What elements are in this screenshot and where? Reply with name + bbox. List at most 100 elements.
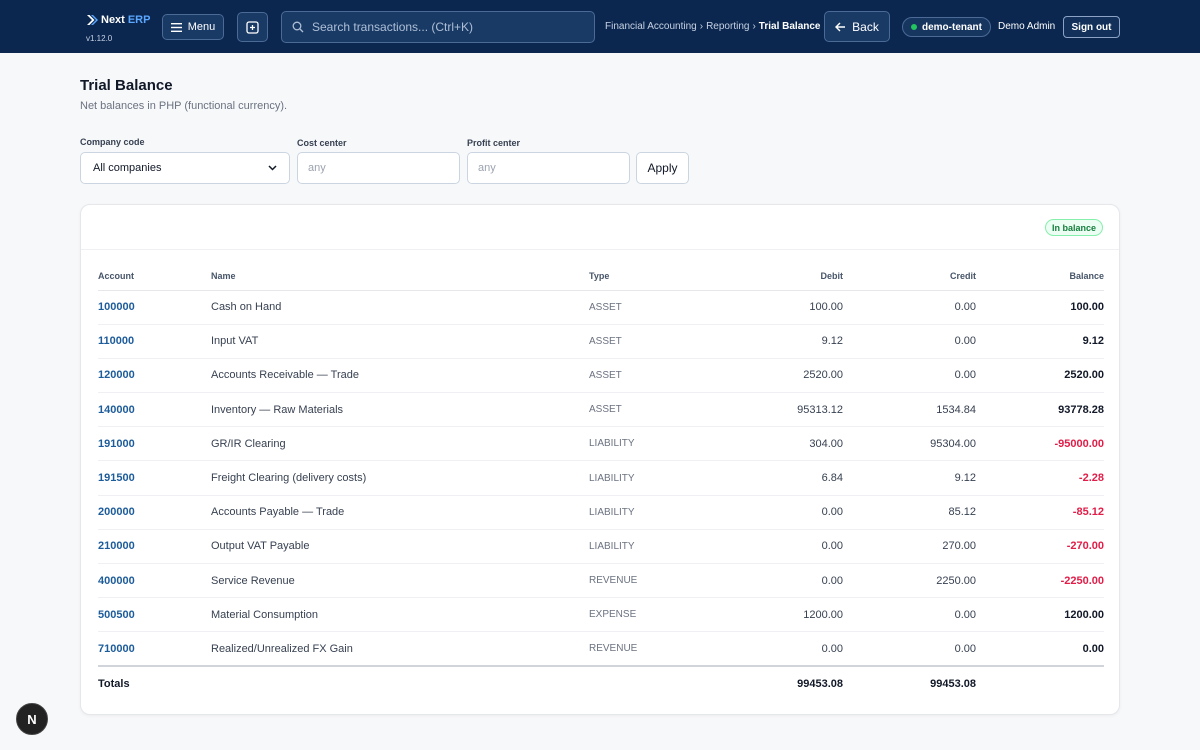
table-row[interactable]: 110000 Input VAT ASSET 9.12 0.00 9.12 (98, 324, 1104, 359)
balance-value: 93778.28 (976, 392, 1104, 428)
account-name: Accounts Payable — Trade (211, 495, 589, 530)
column-header-account[interactable]: Account (98, 263, 211, 291)
chevron-down-icon (268, 165, 277, 171)
card-divider (81, 249, 1119, 250)
debit-value: 0.00 (689, 495, 843, 530)
column-header-credit[interactable]: Credit (843, 263, 976, 291)
table-row[interactable]: 100000 Cash on Hand ASSET 100.00 0.00 100.00 (98, 290, 1104, 325)
company-code-label: Company code (80, 137, 145, 147)
trial-balance-card: In balance Account Name Type Debit Credi… (80, 204, 1120, 715)
column-header-type[interactable]: Type (589, 263, 689, 291)
status-badge: In balance (1044, 219, 1103, 236)
sign-out-button[interactable]: Sign out (1063, 16, 1120, 38)
account-name: Service Revenue (211, 563, 589, 599)
trial-balance-table: Account Name Type Debit Credit Balance 1… (98, 263, 1104, 701)
account-type: LIABILITY (589, 495, 689, 530)
debit-value: 1200.00 (689, 597, 843, 633)
account-type: ASSET (589, 358, 689, 394)
account-link[interactable]: 200000 (98, 495, 211, 530)
account-link[interactable]: 210000 (98, 529, 211, 565)
account-name: GR/IR Clearing (211, 426, 589, 462)
breadcrumb: Financial Accounting › Reporting › Trial Bal… (605, 21, 820, 32)
cost-center-input[interactable] (297, 152, 460, 184)
column-header-balance[interactable]: Balance (976, 263, 1104, 291)
table-row[interactable]: 140000 Inventory — Raw Materials ASSET 9531… (98, 392, 1104, 428)
account-link[interactable]: 500500 (98, 597, 211, 633)
page-title: Trial Balance (80, 77, 173, 94)
credit-value: 0.00 (843, 597, 976, 633)
app-name-main: Next (101, 14, 125, 26)
app-logo[interactable]: Next ERP (86, 14, 150, 26)
table-row[interactable]: 710000 Realized/Unrealized FX Gain REVENUE… (98, 631, 1104, 667)
table-row[interactable]: 200000 Accounts Payable — Trade LIABILITY 0… (98, 495, 1104, 530)
new-tab-button[interactable] (237, 12, 268, 42)
search-input[interactable] (312, 20, 582, 34)
account-name: Realized/Unrealized FX Gain (211, 631, 589, 667)
balance-value: 1200.00 (976, 597, 1104, 633)
table-row[interactable]: 191500 Freight Clearing (delivery costs) L… (98, 460, 1104, 496)
search-box[interactable] (281, 11, 595, 43)
page-subtitle: Net balances in PHP (functional currency… (80, 100, 288, 112)
account-type: ASSET (589, 290, 689, 325)
search-icon (292, 21, 304, 33)
account-name: Input VAT (211, 324, 589, 359)
menu-button[interactable]: Menu (162, 14, 224, 40)
breadcrumb-item-financial-accounting[interactable]: Financial Accounting (605, 21, 697, 32)
account-link[interactable]: 191000 (98, 426, 211, 462)
account-link[interactable]: 120000 (98, 358, 211, 394)
plus-square-icon (246, 20, 259, 34)
debit-value: 0.00 (689, 563, 843, 599)
breadcrumb-separator: › (752, 21, 756, 32)
credit-value: 9.12 (843, 460, 976, 496)
credit-value: 0.00 (843, 290, 976, 325)
credit-value: 85.12 (843, 495, 976, 530)
dev-tools-button[interactable]: N (16, 703, 48, 735)
debit-value: 6.84 (689, 460, 843, 496)
account-link[interactable]: 110000 (98, 324, 211, 359)
account-name: Inventory — Raw Materials (211, 392, 589, 428)
breadcrumb-item-reporting[interactable]: Reporting (706, 21, 750, 32)
back-button[interactable]: Back (824, 11, 890, 42)
column-header-debit[interactable]: Debit (689, 263, 843, 291)
account-name: Accounts Receivable — Trade (211, 358, 589, 394)
balance-value: -95000.00 (976, 426, 1104, 462)
account-link[interactable]: 710000 (98, 631, 211, 667)
account-name: Material Consumption (211, 597, 589, 633)
column-header-name[interactable]: Name (211, 263, 589, 291)
balance-value: 0.00 (976, 631, 1104, 667)
credit-value: 0.00 (843, 324, 976, 359)
apply-button[interactable]: Apply (636, 152, 689, 184)
account-link[interactable]: 100000 (98, 290, 211, 325)
company-code-select[interactable]: All companies (80, 152, 290, 184)
profit-center-label: Profit center (467, 138, 521, 148)
account-link[interactable]: 140000 (98, 392, 211, 428)
account-link[interactable]: 191500 (98, 460, 211, 496)
account-type: REVENUE (589, 631, 689, 667)
account-type: EXPENSE (589, 597, 689, 633)
table-row[interactable]: 191000 GR/IR Clearing LIABILITY 304.00 95304… (98, 426, 1104, 462)
account-name: Cash on Hand (211, 290, 589, 325)
totals-row: Totals 99453.08 99453.08 (98, 665, 1104, 701)
app-name-accent: ERP (127, 14, 151, 26)
table-row[interactable]: 210000 Output VAT Payable LIABILITY 0.00 270… (98, 529, 1104, 565)
totals-spacer (211, 665, 589, 701)
balance-value: -2.28 (976, 460, 1104, 496)
debit-value: 0.00 (689, 631, 843, 667)
account-name: Output VAT Payable (211, 529, 589, 565)
balance-value: -85.12 (976, 495, 1104, 530)
account-link[interactable]: 400000 (98, 563, 211, 599)
account-name: Freight Clearing (delivery costs) (211, 460, 589, 496)
table-row[interactable]: 500500 Material Consumption EXPENSE 1200.00… (98, 597, 1104, 633)
table-row[interactable]: 120000 Accounts Receivable — Trade ASSET 25… (98, 358, 1104, 394)
debit-value: 2520.00 (689, 358, 843, 394)
tenant-badge[interactable]: demo-tenant (902, 17, 991, 37)
user-name: Demo Admin (998, 21, 1056, 32)
totals-spacer (976, 665, 1104, 701)
table-row[interactable]: 400000 Service Revenue REVENUE 0.00 2250.00-… (98, 563, 1104, 599)
menu-button-label: Menu (187, 21, 216, 33)
debit-value: 9.12 (689, 324, 843, 359)
back-button-label: Back (852, 19, 879, 34)
breadcrumb-item-current: Trial Balance (758, 21, 821, 32)
profit-center-input[interactable] (467, 152, 630, 184)
debit-value: 95313.12 (689, 392, 843, 428)
